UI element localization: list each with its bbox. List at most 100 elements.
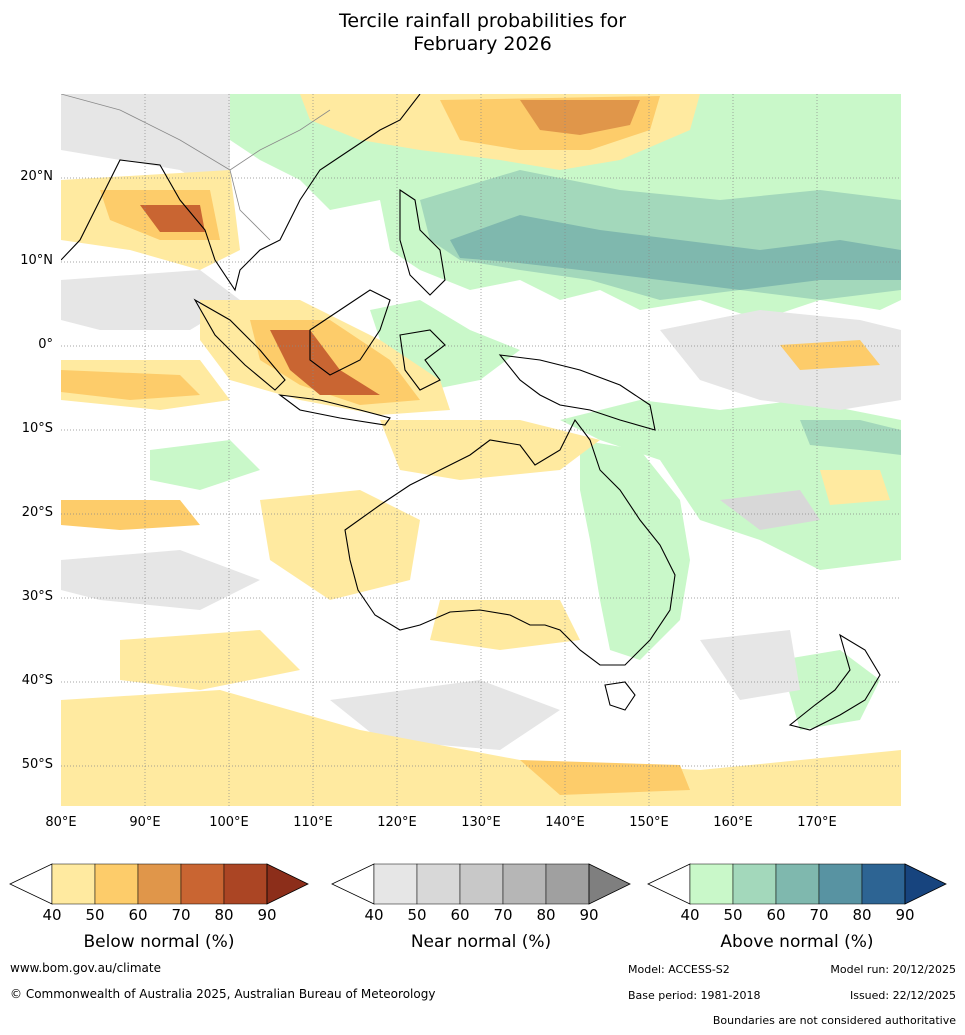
lat-label-0: 0° — [38, 337, 53, 352]
colorbar-below-lower-extend — [9, 863, 53, 905]
forecast-map — [61, 94, 901, 806]
colorbar-near-title: Near normal (%) — [410, 932, 552, 952]
colorbar-below-tick-90: 90 — [257, 906, 277, 924]
title-line-2: February 2026 — [413, 33, 552, 55]
lat-label-10s: 10°S — [21, 421, 53, 436]
below-south-belt — [61, 690, 901, 806]
below-nz-east — [820, 470, 890, 505]
lon-label-120e: 120°E — [377, 815, 417, 830]
colorbar-above-swatch-60 — [775, 863, 820, 905]
java-coast — [278, 394, 391, 426]
colorbar-above-upper-extend — [904, 863, 947, 905]
colorbar-near-swatch-70 — [502, 863, 547, 905]
above-fiji-core — [800, 420, 901, 455]
near-south-east — [700, 630, 800, 700]
lon-label-130e: 130°E — [461, 815, 501, 830]
colorbar-near-lower-extend — [331, 863, 375, 905]
below-myanmar-peak — [140, 205, 205, 232]
country-borders — [61, 94, 331, 241]
colorbar-above-tick-50: 50 — [723, 906, 743, 924]
colorbar-below-swatch-60 — [137, 863, 182, 905]
below-pacific-east — [780, 340, 880, 370]
below-north-pacific-peak — [520, 100, 640, 135]
new-guinea-coast — [498, 354, 656, 431]
above-east-australia — [580, 440, 690, 660]
lat-label-10n: 10°N — [20, 253, 53, 268]
above-nz-patch — [780, 650, 880, 730]
colorbar-above-tick-60: 60 — [766, 906, 786, 924]
lon-label-80e: 80°E — [45, 815, 77, 830]
colorbar-near-tick-70: 70 — [493, 906, 513, 924]
colorbar-below-swatch-50 — [94, 863, 139, 905]
colorbar-below-title: Below normal (%) — [83, 932, 235, 952]
colorbar-near-swatch-60 — [459, 863, 504, 905]
website-link[interactable]: www.bom.gov.au/climate — [10, 961, 161, 975]
colorbar-below-tick-40: 40 — [42, 906, 62, 924]
probability-fields — [61, 94, 901, 806]
lat-label-30s: 30°S — [21, 589, 53, 604]
near-sw-2 — [330, 680, 560, 750]
copyright-text: © Commonwealth of Australia 2025, Austra… — [10, 987, 436, 1001]
lat-label-20s: 20°S — [21, 505, 53, 520]
colorbar-above-swatch-50 — [732, 863, 777, 905]
near-equator-east — [660, 310, 901, 410]
lon-label-140e: 140°E — [545, 815, 585, 830]
chart-title: Tercile rainfall probabilities for Febru… — [0, 10, 965, 56]
above-normal-field — [150, 94, 901, 806]
colorbar-near-tick-60: 60 — [450, 906, 470, 924]
near-sw-1 — [61, 550, 260, 610]
below-indian-20s — [61, 500, 200, 530]
colorbar-near-swatch-80 — [545, 863, 590, 905]
lon-label-150e: 150°E — [629, 815, 669, 830]
colorbar-below-upper-extend — [266, 863, 309, 905]
near-indian — [61, 270, 240, 330]
colorbar-near — [331, 863, 631, 905]
colorbar-near-tick-40: 40 — [364, 906, 384, 924]
boundaries-disclaimer: Boundaries are not considered authoritat… — [712, 1014, 956, 1027]
colorbar-below — [9, 863, 309, 905]
issued-date: Issued: 22/12/2025 — [849, 989, 956, 1002]
lat-label-20n: 20°N — [20, 169, 53, 184]
colorbar-below-tick-50: 50 — [85, 906, 105, 924]
lon-label-160e: 160°E — [713, 815, 753, 830]
philippines-coast — [399, 188, 446, 296]
below-sw-indian — [120, 630, 300, 690]
colorbar-near-tick-50: 50 — [407, 906, 427, 924]
colorbar-below-swatch-70 — [180, 863, 225, 905]
colorbar-above-tick-70: 70 — [809, 906, 829, 924]
asia-mainland-coast — [61, 94, 421, 292]
colorbar-near-swatch-40 — [373, 863, 418, 905]
below-north-aus — [380, 420, 600, 480]
new-zealand-coast — [788, 633, 881, 731]
below-south-belt-core — [520, 760, 690, 795]
model-name: Model: ACCESS-S2 — [628, 963, 730, 976]
colorbar-near-tick-90: 90 — [579, 906, 599, 924]
near-normal-field — [61, 94, 901, 750]
near-tasman — [720, 490, 820, 530]
colorbar-near-swatch-50 — [416, 863, 461, 905]
below-south-aus — [430, 600, 580, 650]
below-borneo-peak — [270, 330, 380, 395]
lon-label-90e: 90°E — [129, 815, 161, 830]
below-normal-field — [61, 94, 901, 806]
below-west-aus — [260, 490, 420, 600]
colorbar-near-upper-extend — [588, 863, 631, 905]
colorbar-below-swatch-40 — [51, 863, 96, 905]
sulawesi-coast — [399, 329, 446, 391]
lon-label-110e: 110°E — [293, 815, 333, 830]
colorbar-near-tick-80: 80 — [536, 906, 556, 924]
sumatra-coast — [193, 298, 286, 391]
colorbar-above-swatch-70 — [818, 863, 863, 905]
below-indian-eq-core — [61, 370, 200, 400]
colorbar-above-tick-90: 90 — [895, 906, 915, 924]
colorbar-above-swatch-80 — [861, 863, 906, 905]
colorbar-above-lower-extend — [647, 863, 691, 905]
above-indian-patch — [150, 440, 260, 490]
gridlines — [61, 94, 901, 806]
lat-label-40s: 40°S — [21, 673, 53, 688]
colorbar-above-tick-80: 80 — [852, 906, 872, 924]
above-pacific-core — [450, 215, 901, 290]
colorbar-above — [647, 863, 947, 905]
colorbar-above-title: Above normal (%) — [720, 932, 874, 952]
coastlines — [61, 94, 881, 731]
